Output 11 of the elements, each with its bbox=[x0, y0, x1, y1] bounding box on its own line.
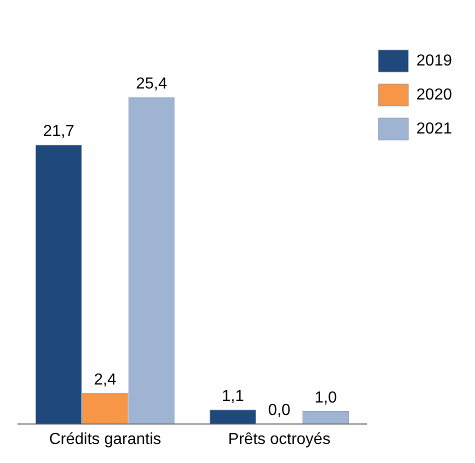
legend-label: 2019 bbox=[416, 52, 452, 70]
data-label: 1,0 bbox=[314, 389, 337, 406]
data-label: 1,1 bbox=[222, 388, 244, 406]
legend-label: 2021 bbox=[416, 120, 452, 138]
x-tick-label: Crédits garantis bbox=[49, 430, 162, 448]
data-label: 0,0 bbox=[268, 402, 291, 420]
x-tick-label: Prêts octroyés bbox=[228, 430, 330, 448]
data-label: 25,4 bbox=[136, 76, 168, 93]
data-label: 2,4 bbox=[94, 371, 116, 388]
data-label: 21,7 bbox=[43, 123, 74, 140]
legend-label: 2020 bbox=[416, 86, 452, 104]
